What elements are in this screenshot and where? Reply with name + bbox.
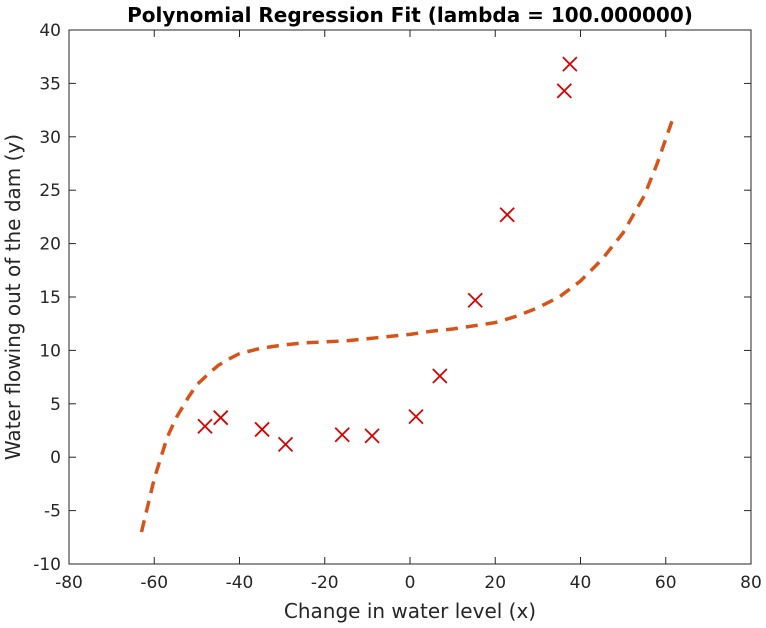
- data-points: [197, 56, 578, 453]
- x-tick-label: -60: [140, 573, 168, 593]
- data-point: [499, 207, 515, 223]
- y-tick-label: -5: [44, 502, 61, 522]
- y-tick-label: 10: [39, 341, 61, 361]
- x-axis: -80 -60 -40 -20 0 20 40 60 80: [55, 30, 762, 593]
- fit-curve: [139, 120, 674, 533]
- data-point: [562, 56, 578, 72]
- x-tick-label: -40: [226, 573, 254, 593]
- data-point: [197, 418, 213, 434]
- y-tick-label: -10: [33, 555, 61, 575]
- data-point: [364, 428, 380, 444]
- x-tick-label: -20: [311, 573, 339, 593]
- x-tick-label: 40: [570, 573, 592, 593]
- x-tick-label: 0: [405, 573, 416, 593]
- y-tick-label: 25: [39, 181, 61, 201]
- x-tick-label: 20: [484, 573, 506, 593]
- x-axis-label: Change in water level (x): [284, 599, 536, 623]
- x-tick-label: 60: [655, 573, 677, 593]
- y-axis: -10 -5 0 5 10 15 20 25 30 35 40: [33, 21, 751, 575]
- data-point: [432, 368, 448, 384]
- fit-curve-line: [139, 120, 674, 533]
- x-tick-label: 80: [740, 573, 762, 593]
- y-axis-label: Water flowing out of the dam (y): [1, 134, 25, 460]
- data-point: [277, 436, 294, 453]
- data-point: [467, 292, 483, 308]
- y-tick-label: 35: [39, 74, 61, 94]
- data-point: [213, 410, 229, 426]
- y-tick-label: 30: [39, 128, 61, 148]
- axes-box: [68, 29, 752, 565]
- y-tick-label: 5: [50, 395, 61, 415]
- data-point: [408, 408, 424, 425]
- data-point: [556, 83, 572, 99]
- data-point: [254, 421, 270, 438]
- y-tick-label: 20: [39, 235, 61, 255]
- y-tick-label: 40: [39, 21, 61, 41]
- data-point: [334, 427, 350, 443]
- y-tick-label: 0: [50, 448, 61, 468]
- y-tick-label: 15: [39, 288, 61, 308]
- plot-area: -80 -60 -40 -20 0 20 40 60 80 -10 -5 0 5 10 15 20 25 30 3…: [33, 21, 762, 593]
- x-tick-label: -80: [55, 573, 83, 593]
- chart-title: Polynomial Regression Fit (lambda = 100.…: [127, 3, 693, 27]
